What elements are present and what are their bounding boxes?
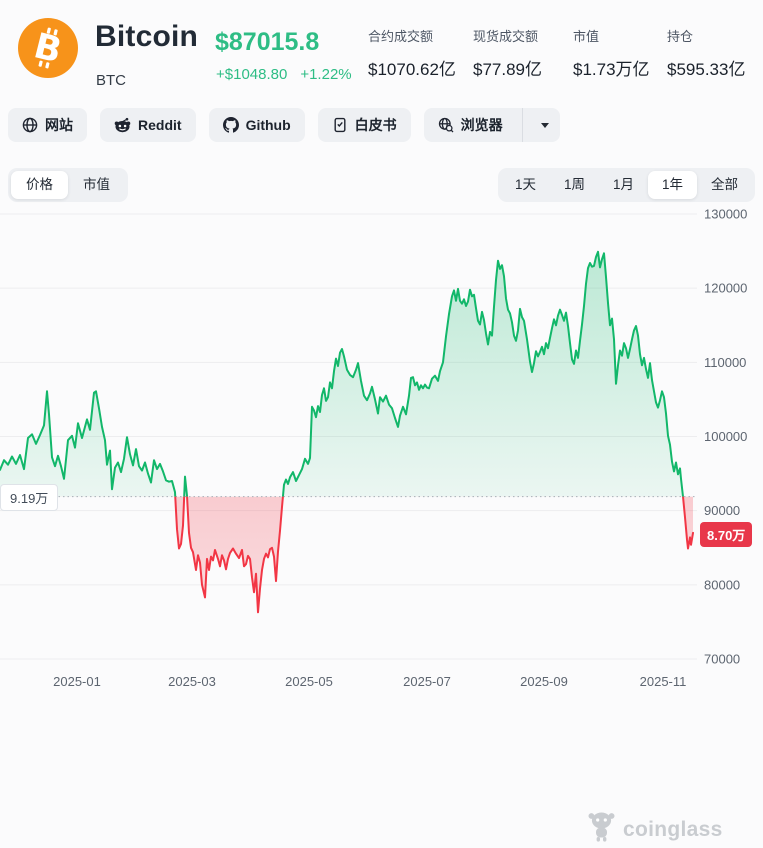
x-axis-label: 2025-11 [640, 674, 687, 689]
explorer-label: 浏览器 [460, 117, 503, 133]
price-chart[interactable]: 130000 120000 110000 100000 90000 80000 70000 2… [0, 205, 763, 842]
x-axis-label: 2025-01 [53, 674, 101, 689]
range-all[interactable]: 全部 [711, 177, 738, 192]
explorer-split-button: 浏览器 [423, 108, 560, 142]
split-divider [521, 108, 523, 142]
coinglass-mascot-icon [588, 811, 615, 848]
reddit-label: Reddit [138, 117, 182, 133]
github-label: Github [245, 117, 291, 133]
range-1y[interactable]: 1年 [647, 171, 697, 199]
y-axis-label: 130000 [704, 207, 747, 222]
stat-label: 持仓 [667, 29, 694, 44]
stat-market-cap: 市值 $1.73万亿 [573, 26, 673, 80]
watermark-text: coinglass [623, 817, 723, 841]
coin-name: Bitcoin [95, 20, 199, 53]
stat-open-interest: 持仓 $595.33亿 [667, 26, 763, 80]
range-tabs: 1天 1周 1月 1年 全部 [497, 168, 755, 202]
y-axis-label: 100000 [704, 429, 747, 444]
stat-value: $1.73万亿 [573, 60, 650, 79]
chevron-down-icon [540, 122, 549, 128]
explorer-dropdown-button[interactable] [530, 108, 560, 142]
x-axis-label: 2025-05 [285, 674, 333, 689]
coin-price-change: +$1048.80 +1.22% [216, 66, 352, 83]
stat-spot-volume: 现货成交额 $77.89亿 [473, 26, 573, 80]
y-axis-label: 70000 [704, 652, 740, 667]
stat-label: 合约成交额 [368, 29, 434, 44]
price-chart-svg[interactable]: 130000 120000 110000 100000 90000 80000 70000 2… [0, 205, 763, 697]
coin-price: $87015.8 [215, 28, 320, 56]
x-axis-label: 2025-03 [168, 674, 216, 689]
website-button[interactable]: 网站 [8, 108, 87, 142]
reddit-icon [114, 117, 131, 133]
whitepaper-icon [332, 117, 348, 133]
bitcoin-logo-icon: B [18, 18, 78, 78]
stat-value: $1070.62亿 [368, 60, 456, 79]
explorer-button[interactable]: 浏览器 [424, 108, 515, 142]
current-price-badge: 8.70万 [700, 521, 753, 547]
price-change-abs: +$1048.80 [216, 66, 288, 83]
x-axis-label: 2025-09 [520, 674, 568, 689]
range-1d[interactable]: 1天 [514, 177, 536, 192]
price-area-above-baseline [0, 251, 683, 497]
coin-symbol: BTC [96, 72, 126, 89]
stat-label: 市值 [573, 29, 600, 44]
x-axis-label: 2025-07 [403, 674, 451, 689]
external-links-row: 网站 Reddit Github [8, 108, 560, 142]
y-axis-label: 90000 [704, 503, 740, 518]
y-axis-label: 110000 [704, 355, 746, 370]
stat-value: $595.33亿 [667, 60, 746, 79]
stat-value: $77.89亿 [473, 60, 542, 79]
range-1m[interactable]: 1月 [612, 177, 634, 192]
reddit-button[interactable]: Reddit [100, 108, 196, 142]
y-axis-label: 120000 [704, 281, 747, 296]
github-button[interactable]: Github [208, 108, 305, 142]
price-line-green [0, 250, 685, 497]
watermark: coinglass [588, 811, 723, 848]
globe-icon [22, 117, 38, 133]
website-label: 网站 [45, 117, 73, 133]
metric-tabs: 价格 市值 [8, 168, 128, 202]
whitepaper-button[interactable]: 白皮书 [317, 108, 411, 142]
stat-contract-volume: 合约成交额 $1070.62亿 [368, 26, 468, 80]
baseline-value-label: 9.19万 [0, 483, 59, 511]
stat-label: 现货成交额 [473, 29, 539, 44]
github-icon [222, 117, 239, 133]
explorer-icon [438, 117, 454, 133]
whitepaper-label: 白皮书 [354, 117, 397, 133]
tab-price[interactable]: 价格 [11, 171, 68, 199]
price-change-pct: +1.22% [300, 66, 352, 83]
tab-marketcap[interactable]: 市值 [83, 177, 110, 192]
range-1w[interactable]: 1周 [563, 177, 585, 192]
y-axis-label: 80000 [704, 577, 740, 592]
